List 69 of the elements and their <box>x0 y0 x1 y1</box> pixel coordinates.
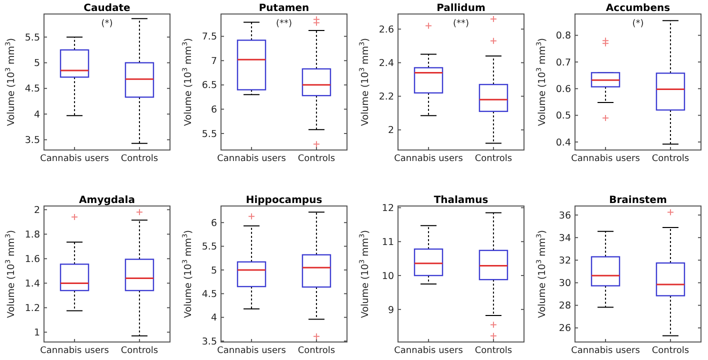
annotation: (*) <box>632 19 644 29</box>
y-tick-label: 0.8 <box>556 30 571 42</box>
y-tick-label: 28 <box>558 300 571 312</box>
y-tick-label: 1.6 <box>24 254 40 266</box>
chart-title: Pallidum <box>436 3 486 14</box>
y-tick-label: 12 <box>382 203 394 214</box>
y-tick-label: 7 <box>210 56 217 67</box>
y-tick-label: 30 <box>558 278 571 290</box>
y-tick-label: 6.5 <box>202 80 217 92</box>
y-tick-label: 6 <box>210 218 217 229</box>
x-tick-label: Cannabis users <box>217 154 286 164</box>
x-tick-label: Cannabis users <box>394 346 464 356</box>
y-tick-label: 4.5 <box>24 84 40 95</box>
y-tick-label: 4 <box>210 312 217 324</box>
y-tick-label: 10 <box>382 270 394 282</box>
y-tick-label: 11 <box>382 236 394 248</box>
y-tick-label: 26 <box>558 323 571 334</box>
x-tick-label: Cannabis users <box>217 346 286 356</box>
chart-title: Amygdala <box>79 195 135 206</box>
y-tick-label: 1 <box>34 328 40 339</box>
chart-title: Caudate <box>84 3 131 14</box>
y-tick-label: 7.5 <box>202 32 217 43</box>
x-tick-label: Cannabis users <box>40 346 110 356</box>
y-tick-label: 1.8 <box>24 230 40 241</box>
x-tick-label: Controls <box>120 346 158 356</box>
y-tick-label: 3.5 <box>24 135 40 146</box>
annotation: (**) <box>452 19 470 29</box>
x-tick-label: Controls <box>474 154 512 164</box>
chart-title: Accumbens <box>606 3 670 14</box>
x-tick-label: Cannabis users <box>40 154 110 164</box>
x-tick-label: Controls <box>652 154 690 164</box>
x-tick-label: Controls <box>298 154 336 164</box>
y-tick-label: 36 <box>558 210 571 222</box>
y-tick-label: 9 <box>388 304 394 316</box>
chart-title: Thalamus <box>434 195 488 206</box>
x-tick-label: Cannabis users <box>571 154 640 164</box>
chart-title: Putamen <box>258 3 310 14</box>
y-tick-label: 5.5 <box>202 128 217 140</box>
y-tick-label: 0.4 <box>556 137 571 148</box>
y-tick-label: 0.5 <box>556 110 571 122</box>
y-tick-label: 32 <box>558 256 571 266</box>
y-tick-label: 1.2 <box>24 303 40 314</box>
y-tick-label: 5.5 <box>24 32 40 44</box>
x-tick-label: Controls <box>474 346 512 356</box>
y-tick-label: 1.4 <box>24 278 40 290</box>
y-tick-label: 5 <box>210 265 217 276</box>
y-tick-label: 2.4 <box>378 58 394 70</box>
y-tick-label: 5 <box>34 58 40 70</box>
y-tick-label: 0.7 <box>556 57 571 68</box>
y-tick-label: 34 <box>558 232 571 244</box>
annotation: (*) <box>101 19 113 29</box>
x-tick-label: Controls <box>652 346 690 356</box>
y-tick-label: 2.6 <box>378 24 394 36</box>
chart-title: Brainstem <box>609 195 667 206</box>
y-tick-label: 0.6 <box>556 84 571 95</box>
x-tick-label: Cannabis users <box>571 346 640 356</box>
chart-title: Hippocampus <box>246 195 322 206</box>
y-tick-label: 2 <box>388 125 394 136</box>
y-tick-label: 2 <box>34 205 40 216</box>
x-tick-label: Controls <box>298 346 336 356</box>
y-tick-label: 4 <box>34 109 40 120</box>
y-tick-label: 6 <box>210 104 217 116</box>
x-tick-label: Cannabis users <box>394 154 464 164</box>
annotation: (**) <box>276 19 292 29</box>
x-tick-label: Controls <box>120 154 158 164</box>
y-tick-label: 3.5 <box>202 336 217 348</box>
y-tick-label: 2.2 <box>378 92 394 103</box>
y-tick-label: 4.5 <box>202 288 217 300</box>
y-tick-label: 5.5 <box>202 242 217 253</box>
